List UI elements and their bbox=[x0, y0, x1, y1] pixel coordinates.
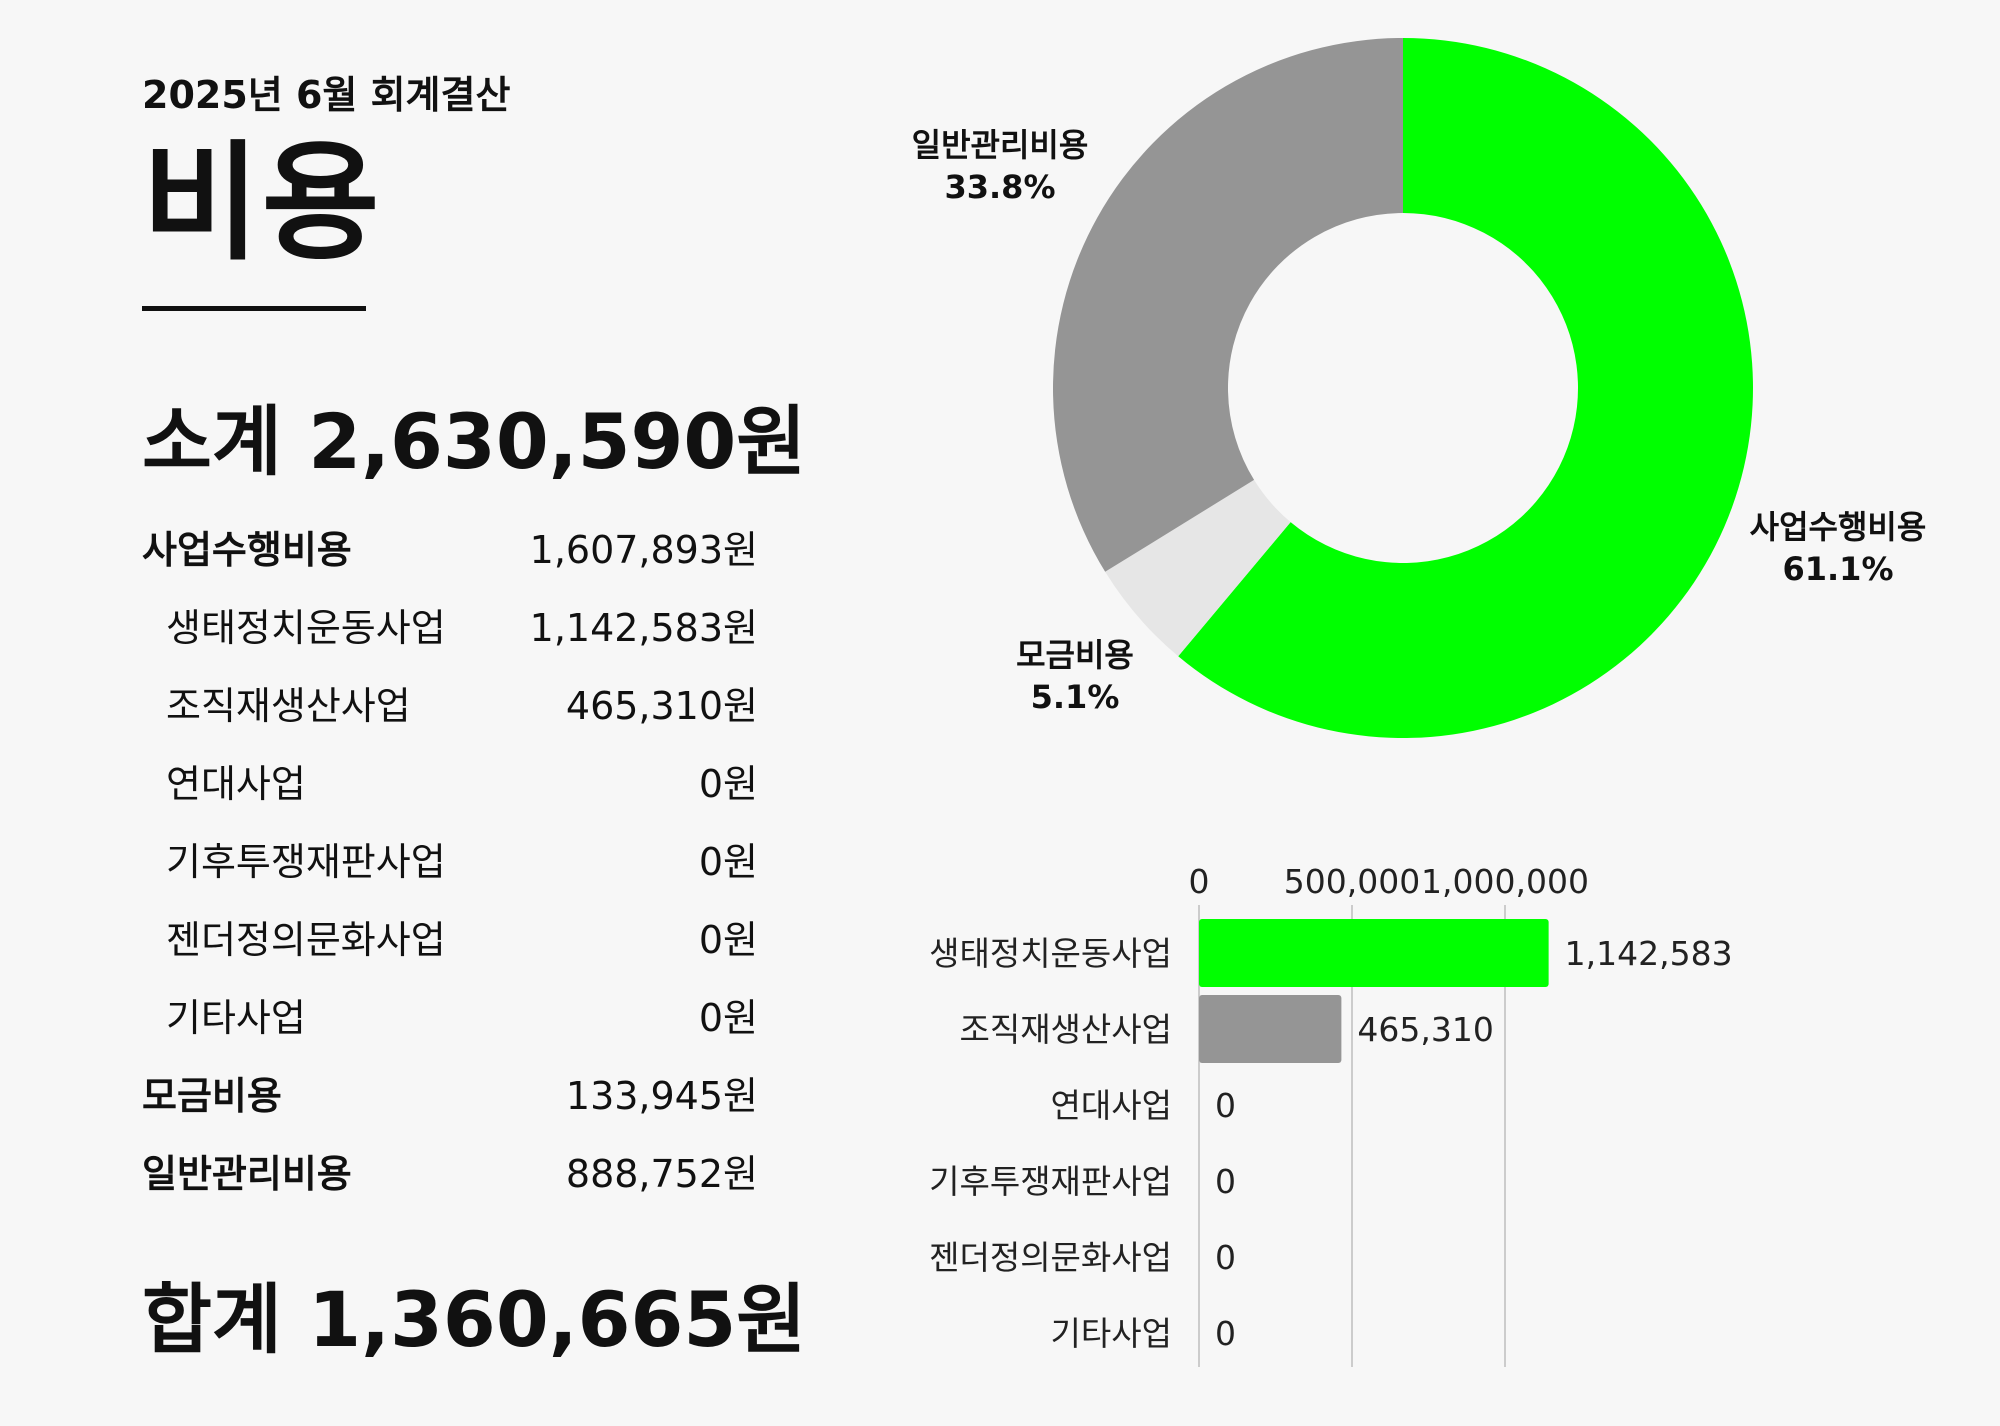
page-title: 비용 bbox=[142, 129, 382, 278]
expense-row-value: 1,607,893원 bbox=[529, 528, 758, 572]
expense-row-value: 888,752원 bbox=[565, 1152, 758, 1196]
bar-value-label: 465,310 bbox=[1357, 1010, 1493, 1049]
expense-row-label: 일반관리비용 bbox=[142, 1152, 352, 1196]
expense-row: 기타사업 0원 bbox=[142, 988, 758, 1048]
expense-row-label: 생태정치운동사업 bbox=[166, 606, 446, 650]
expense-row-value: 0원 bbox=[698, 762, 758, 806]
expense-row-value: 0원 bbox=[698, 918, 758, 962]
pie-slice bbox=[1053, 38, 1403, 572]
expense-row-label: 연대사업 bbox=[166, 762, 306, 806]
bar-category-label: 생태정치운동사업 bbox=[929, 934, 1172, 973]
bar-chart: 0 500,000 1,000,000 생태정치운동사업 1,142,583 조직재생산사… bbox=[929, 862, 1733, 1367]
bar bbox=[1199, 995, 1342, 1063]
expense-row: 기후투쟁재판사업 0원 bbox=[142, 832, 758, 892]
bar-tick-label: 500,000 bbox=[1284, 862, 1420, 901]
bar-category-label: 젠더정의문화사업 bbox=[929, 1238, 1172, 1277]
pie-slice-percent: 33.8% bbox=[944, 168, 1055, 206]
title-underline bbox=[142, 306, 366, 311]
expense-row-value: 0원 bbox=[698, 840, 758, 884]
expense-row: 젠더정의문화사업 0원 bbox=[142, 910, 758, 970]
expense-row-label: 기타사업 bbox=[166, 996, 306, 1040]
pie-slice-label: 사업수행비용 bbox=[1750, 508, 1927, 546]
donut-chart: 사업수행비용 61.1% 모금비용 5.1% 일반관리비용 33.8% bbox=[912, 38, 1927, 738]
expense-row-label: 사업수행비용 bbox=[142, 528, 352, 572]
expense-row-label: 기후투쟁재판사업 bbox=[166, 840, 446, 884]
pie-slice-label: 일반관리비용 bbox=[912, 126, 1089, 164]
expense-row-label: 모금비용 bbox=[142, 1074, 282, 1118]
expense-row: 모금비용 133,945원 bbox=[142, 1066, 758, 1126]
bar-category-label: 기후투쟁재판사업 bbox=[929, 1162, 1172, 1201]
bar-category-label: 연대사업 bbox=[1051, 1086, 1172, 1125]
expense-row: 일반관리비용 888,752원 bbox=[142, 1144, 758, 1204]
pie-slice bbox=[1105, 479, 1291, 657]
expense-row-label: 조직재생산사업 bbox=[166, 684, 411, 728]
expense-row-value: 133,945원 bbox=[565, 1074, 758, 1118]
expense-row: 연대사업 0원 bbox=[142, 754, 758, 814]
subtotal-text: 소계 2,630,590원 bbox=[142, 397, 807, 486]
bar-category-label: 기타사업 bbox=[1051, 1314, 1172, 1353]
bar-value-label: 0 bbox=[1215, 1086, 1236, 1125]
expense-row: 사업수행비용 1,607,893원 bbox=[142, 520, 758, 580]
bar-value-label: 0 bbox=[1215, 1314, 1236, 1353]
expense-row-value: 0원 bbox=[698, 996, 758, 1040]
bar-tick-label: 1,000,000 bbox=[1421, 862, 1589, 901]
pie-slice-percent: 5.1% bbox=[1031, 678, 1120, 716]
bar-value-label: 1,142,583 bbox=[1565, 934, 1733, 973]
expense-row-value: 465,310원 bbox=[565, 684, 758, 728]
pie-slice bbox=[1178, 38, 1753, 738]
bar-category-label: 조직재생산사업 bbox=[959, 1010, 1172, 1049]
pie-slice-percent: 61.1% bbox=[1782, 550, 1893, 588]
bar-value-label: 0 bbox=[1215, 1162, 1236, 1201]
expense-row-value: 1,142,583원 bbox=[529, 606, 758, 650]
bar bbox=[1199, 919, 1549, 987]
total-text: 합계 1,360,665원 bbox=[142, 1275, 807, 1364]
expense-row: 조직재생산사업 465,310원 bbox=[142, 676, 758, 736]
expense-row-label: 젠더정의문화사업 bbox=[166, 918, 446, 962]
pie-slice-label: 모금비용 bbox=[1016, 636, 1134, 674]
bar-tick-label: 0 bbox=[1189, 862, 1210, 901]
bar-value-label: 0 bbox=[1215, 1238, 1236, 1277]
expense-row: 생태정치운동사업 1,142,583원 bbox=[142, 598, 758, 658]
report-subtitle: 2025년 6월 회계결산 bbox=[142, 73, 511, 117]
